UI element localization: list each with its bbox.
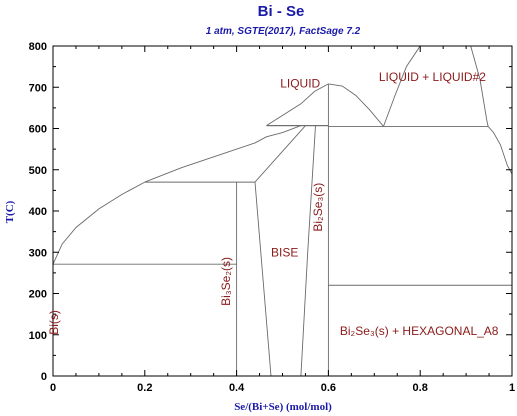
boundary-liquidus-Bi2Se3-left [266,83,329,126]
chart-title: Bi - Se [258,3,305,20]
y-tick-label: 200 [29,289,47,301]
phase-label-0: LIQUID [280,76,320,90]
y-tick-label: 400 [29,206,47,218]
chart-subtitle: 1 atm, SGTE(2017), FactSage 7.2 [206,26,361,37]
phase-label-1: LIQUID + LIQUID#2 [379,70,486,84]
y-tick-label: 500 [29,165,47,177]
tick-layer: 0 0.2 0.4 0.6 0.8 1 0 100 200 300 400 500 600 700 800 [29,41,515,394]
boundary-liquidus-mid [144,125,302,183]
boundary-BiSe-right [300,125,316,377]
phase-label-3: Bi₂Se₃(s) + HEXAGONAL_A8 [340,324,499,338]
y-tick-label: 800 [29,41,47,53]
y-tick-label: 300 [29,247,47,259]
x-tick-label: 0 [50,382,56,394]
boundary-liquidus-Bi-rich [52,181,146,265]
x-tick-label: 1 [509,382,515,394]
x-tick-label: 0.8 [413,382,428,394]
x-tick-label: 0.2 [137,382,152,394]
phase-label-2: BISE [271,245,298,259]
boundary-BiSe-top-link [254,125,306,183]
x-axis-label: Se/(Bi+Se) (mol/mol) [234,401,332,413]
x-tick-label: 0.4 [229,382,245,394]
phase-label-layer: LIQUID LIQUID + LIQUID#2 BISE Bi₂Se₃(s) + H… [47,70,499,338]
boundary-miscibility-gap [383,45,489,127]
boundary-BiSe-left [254,182,272,377]
phase-label-4: Bi(s) [47,310,61,335]
phase-label-6: Bi₂Se₃(s) [311,183,325,232]
y-axis-label: T(C) [4,200,16,223]
y-tick-label: 100 [29,330,47,342]
y-tick-label: 0 [41,371,47,383]
y-tick-label: 700 [29,82,47,94]
boundary-liquidus-Bi2Se3-right [328,83,384,127]
boundary-liquidus-Se-rich [487,126,513,175]
x-tick-label: 0.6 [321,382,336,394]
y-tick-label: 600 [29,124,47,136]
phase-label-5: Bi₃Se₂(s) [219,257,233,306]
